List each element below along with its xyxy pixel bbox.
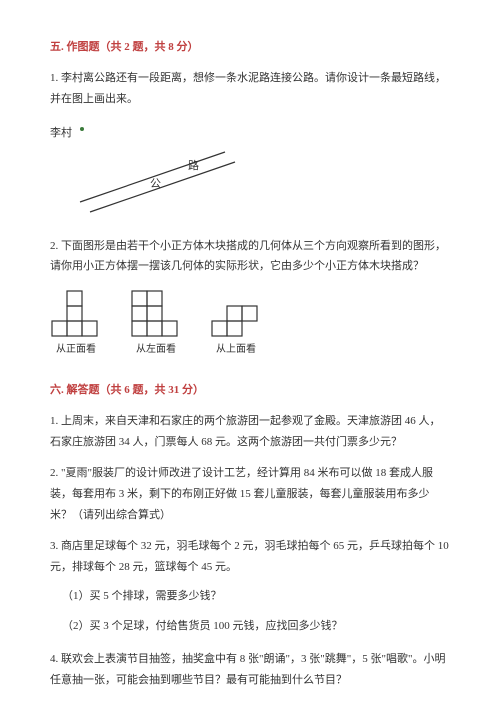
road-char-2: 路 <box>188 159 199 172</box>
view-left-label: 从左面看 <box>136 341 176 359</box>
question-6-4: 4. 联欢会上表演节目抽签，抽奖盒中有 8 张"朗诵"，3 张"跳舞"，5 张"… <box>50 649 450 691</box>
road-diagram: 李村 公 路 <box>50 124 250 214</box>
left-view-icon <box>130 289 182 337</box>
question-5-1: 1. 李村离公路还有一段距离，想修一条水泥路连接公路。请你设计一条最短路线，并在… <box>50 68 450 110</box>
view-front-label: 从正面看 <box>56 341 96 359</box>
view-left-item: 从左面看 <box>130 289 182 359</box>
question-6-3-sub2: （2）买 3 个足球，付给售货员 100 元钱，应找回多少钱？ <box>62 617 450 637</box>
front-view-icon <box>50 289 102 337</box>
question-6-1: 1. 上周末，来自天津和石家庄的两个旅游团一起参观了金殿。天津旅游团 46 人，… <box>50 411 450 453</box>
road-diagram-block: 李村 公 路 <box>50 124 450 214</box>
question-6-2: 2. "夏雨"服装厂的设计师改进了设计工艺，经计算用 84 米布可以做 18 套… <box>50 463 450 526</box>
section-6-title: 六. 解答题（共 6 题，共 31 分） <box>50 381 450 401</box>
road-char-1: 公 <box>150 178 161 190</box>
view-top-label: 从上面看 <box>216 341 256 359</box>
road-svg-icon: 公 路 <box>50 124 250 214</box>
question-5-2: 2. 下面图形是由若干个小正方体木块搭成的几何体从三个方向观察所看到的图形，请你… <box>50 236 450 278</box>
section-5-title: 五. 作图题（共 2 题，共 8 分） <box>50 38 450 58</box>
question-6-3: 3. 商店里足球每个 32 元，羽毛球每个 2 元，羽毛球拍每个 65 元，乒乓… <box>50 536 450 578</box>
view-top-item: 从上面看 <box>210 304 262 359</box>
top-view-icon <box>210 304 262 337</box>
question-6-3-sub1: （1）买 5 个排球，需要多少钱？ <box>62 587 450 607</box>
view-front-item: 从正面看 <box>50 289 102 359</box>
views-row: 从正面看 从左面看 从上面看 <box>50 289 450 359</box>
